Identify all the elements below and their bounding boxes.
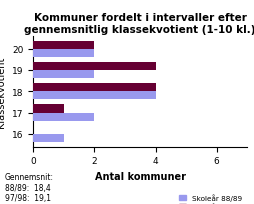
Title: Kommuner fordelt i intervaller efter
gennemsnitlig klassekvotient (1-10 kl.): Kommuner fordelt i intervaller efter gen…	[24, 13, 254, 34]
Bar	[33, 92, 155, 100]
Bar	[33, 113, 94, 121]
X-axis label: Antal kommuner: Antal kommuner	[94, 171, 185, 181]
Bar	[33, 71, 94, 79]
Bar	[33, 134, 64, 142]
Bar	[33, 84, 155, 92]
Bar	[33, 41, 94, 49]
Text: Gennemsnit:
88/89:  18,4
97/98:  19,1: Gennemsnit: 88/89: 18,4 97/98: 19,1	[5, 172, 54, 202]
Y-axis label: Klassekvotient: Klassekvotient	[0, 56, 6, 127]
Bar	[33, 63, 155, 71]
Bar	[33, 105, 64, 113]
Bar	[33, 49, 94, 58]
Legend: Skoleår 88/89, Skoleår 97/98: Skoleår 88/89, Skoleår 97/98	[177, 192, 243, 204]
